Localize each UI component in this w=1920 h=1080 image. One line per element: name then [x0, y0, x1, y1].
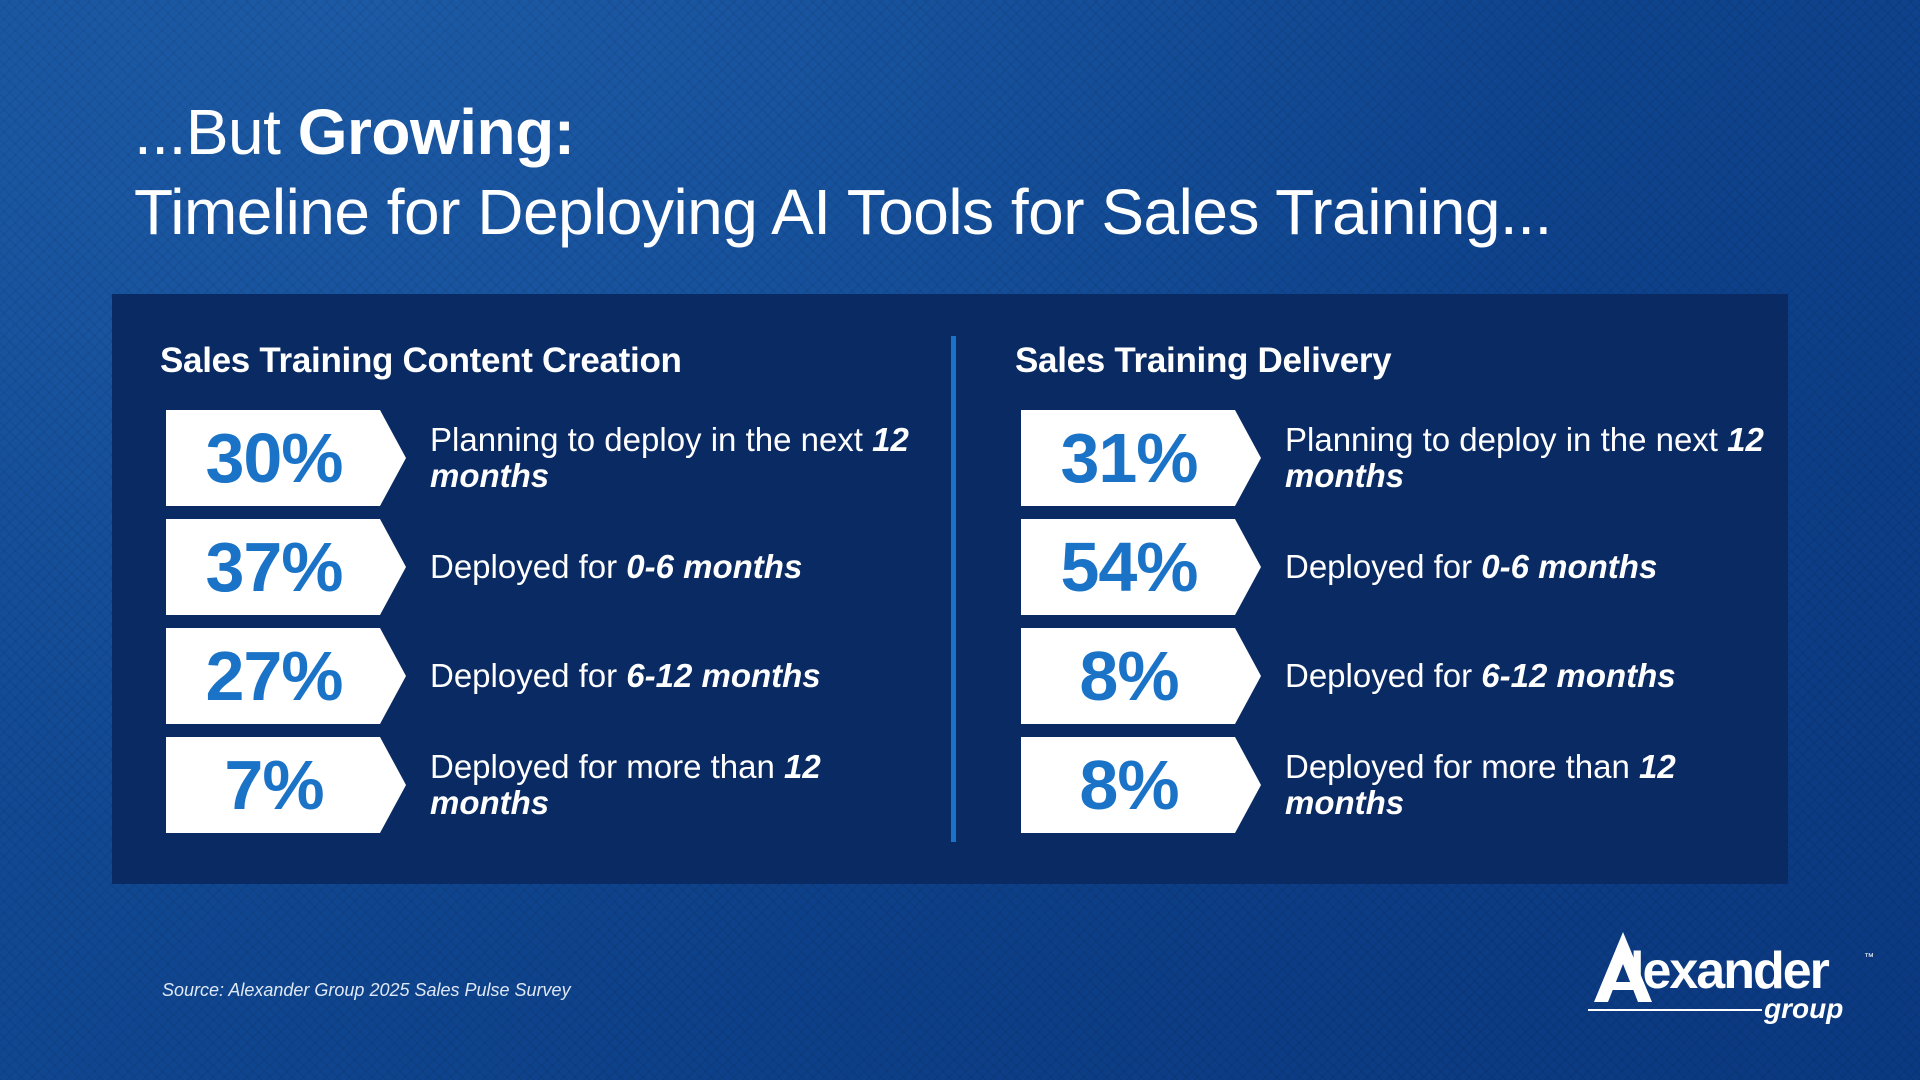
stat-description: Deployed for 0-6 months	[1285, 549, 1657, 585]
stat-description: Deployed for 6-12 months	[1285, 658, 1676, 694]
stat-row: 31% Planning to deploy in the next 12 mo…	[1021, 410, 1775, 506]
title-subtitle: Timeline for Deploying AI Tools for Sale…	[134, 176, 1552, 248]
stat-emphasis: 6-12 months	[1481, 657, 1676, 694]
stat-row: 8% Deployed for 6-12 months	[1021, 628, 1676, 724]
percent-value: 27%	[205, 637, 343, 715]
stat-emphasis: 0-6 months	[1481, 548, 1658, 585]
stat-emphasis: 6-12 months	[626, 657, 821, 694]
logo-name: lexander	[1630, 942, 1830, 1000]
percent-value: 7%	[224, 746, 324, 824]
percent-badge: 31%	[1021, 410, 1261, 506]
percent-badge: 27%	[166, 628, 406, 724]
percent-badge: 54%	[1021, 519, 1261, 615]
percent-badge: 8%	[1021, 737, 1261, 833]
delivery-column: Sales Training Delivery 31% Planning to …	[1015, 336, 1775, 833]
column-divider	[951, 336, 956, 842]
percent-value: 30%	[205, 419, 343, 497]
stat-text: Deployed for more than	[430, 748, 785, 785]
title-prefix: ...But	[134, 96, 298, 168]
stat-emphasis: 12 months	[430, 748, 821, 821]
percent-value: 54%	[1060, 528, 1198, 606]
stat-row: 8% Deployed for more than 12 months	[1021, 737, 1775, 833]
stat-row: 7% Deployed for more than 12 months	[166, 737, 920, 833]
title-emphasis: Growing:	[297, 96, 575, 168]
stat-text: Planning to deploy in the next	[1285, 421, 1728, 458]
stat-text: Deployed for more than	[1285, 748, 1640, 785]
stat-text: Planning to deploy in the next	[430, 421, 873, 458]
page-title: ...But Growing: Timeline for Deploying A…	[134, 92, 1552, 252]
stat-description: Deployed for 0-6 months	[430, 549, 802, 585]
stat-description: Planning to deploy in the next 12 months	[430, 422, 920, 494]
percent-badge: 30%	[166, 410, 406, 506]
stat-text: Deployed for	[1285, 548, 1482, 585]
delivery-heading: Sales Training Delivery	[1015, 341, 1392, 380]
logo-a-mark-icon	[1594, 932, 1652, 1002]
percent-badge: 7%	[166, 737, 406, 833]
stat-description: Deployed for more than 12 months	[430, 749, 920, 821]
stat-text: Deployed for	[1285, 657, 1482, 694]
percent-value: 8%	[1079, 746, 1179, 824]
logo-group: group	[1764, 993, 1844, 1024]
stat-description: Deployed for more than 12 months	[1285, 749, 1775, 821]
stat-row: 54% Deployed for 0-6 months	[1021, 519, 1657, 615]
percent-value: 8%	[1079, 637, 1179, 715]
stat-row: 27% Deployed for 6-12 months	[166, 628, 821, 724]
content-creation-heading: Sales Training Content Creation	[160, 341, 682, 380]
percent-badge: 8%	[1021, 628, 1261, 724]
stat-emphasis: 0-6 months	[626, 548, 803, 585]
logo-trademark: ™	[1864, 952, 1874, 963]
source-note: Source: Alexander Group 2025 Sales Pulse…	[162, 980, 571, 1000]
percent-badge: 37%	[166, 519, 406, 615]
stat-text: Deployed for	[430, 548, 627, 585]
stat-emphasis: 12 months	[1285, 421, 1764, 494]
logo-underline	[1588, 1009, 1762, 1011]
stat-row: 30% Planning to deploy in the next 12 mo…	[166, 410, 920, 506]
percent-value: 31%	[1060, 419, 1198, 497]
alexander-group-logo: lexander ™ group	[1586, 924, 1876, 1024]
stat-row: 37% Deployed for 0-6 months	[166, 519, 802, 615]
content-creation-column: Sales Training Content Creation 30% Plan…	[160, 336, 920, 833]
stat-description: Deployed for 6-12 months	[430, 658, 821, 694]
stat-text: Deployed for	[430, 657, 627, 694]
stat-description: Planning to deploy in the next 12 months	[1285, 422, 1775, 494]
stat-emphasis: 12 months	[1285, 748, 1676, 821]
percent-value: 37%	[205, 528, 343, 606]
stat-emphasis: 12 months	[430, 421, 909, 494]
